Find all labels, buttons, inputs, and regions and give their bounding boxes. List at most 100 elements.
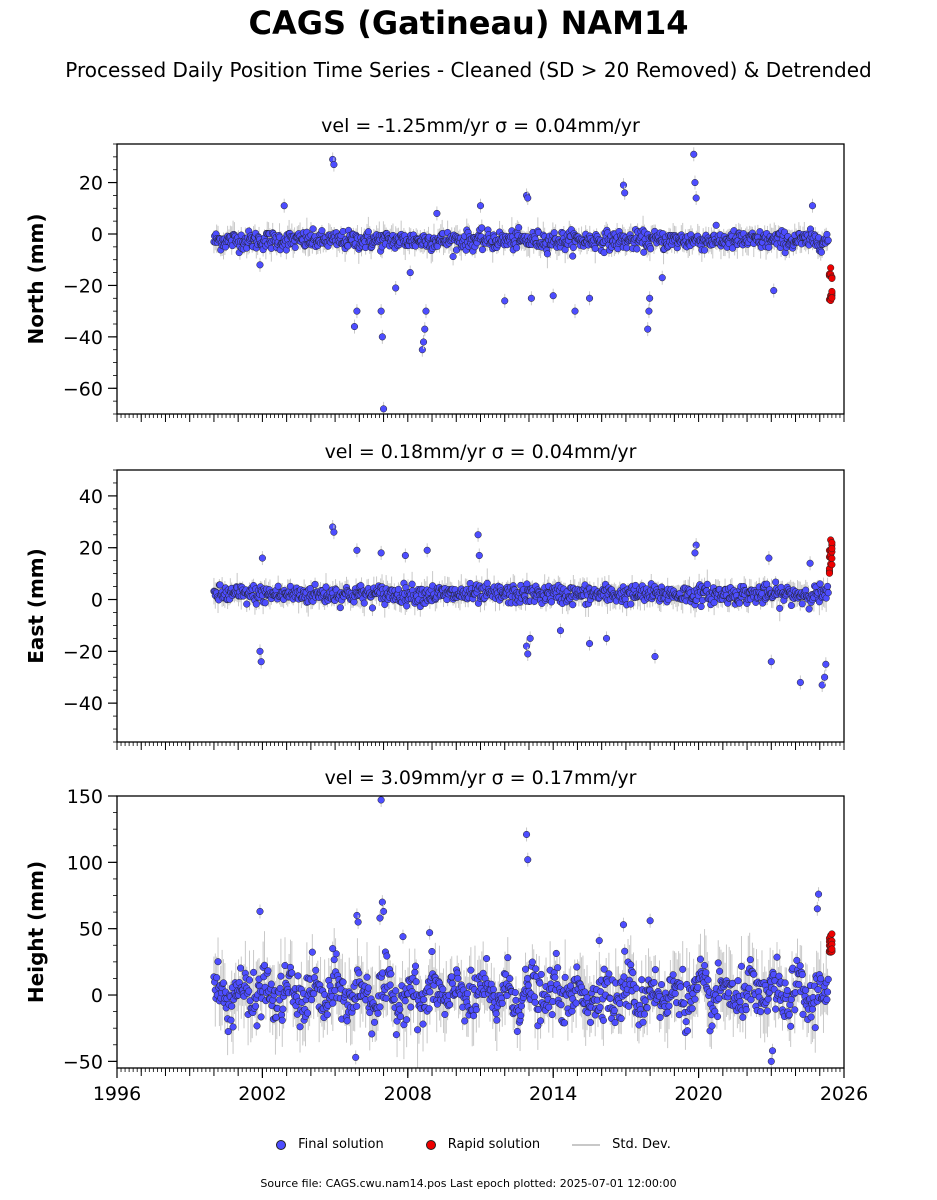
- final-point: [591, 244, 599, 253]
- outlier-point: [646, 294, 654, 302]
- final-point: [569, 252, 577, 260]
- final-point: [697, 603, 705, 611]
- final-point: [512, 996, 520, 1004]
- panel-title: vel = 0.18mm/yr σ = 0.04mm/yr: [325, 441, 637, 463]
- outlier-point: [815, 890, 823, 898]
- final-point: [493, 1016, 501, 1024]
- final-point: [561, 973, 569, 981]
- final-point: [288, 969, 296, 977]
- final-point: [824, 236, 832, 244]
- final-point: [796, 962, 804, 970]
- outlier-point: [353, 307, 361, 315]
- final-point: [772, 578, 780, 586]
- panel-title: vel = -1.25mm/yr σ = 0.04mm/yr: [321, 115, 640, 137]
- final-point: [396, 1013, 405, 1021]
- final-point: [277, 972, 285, 980]
- x-tick-label: 2020: [674, 1083, 722, 1105]
- final-point: [708, 1022, 716, 1030]
- final-point: [679, 965, 687, 973]
- y-tick-label: 40: [79, 486, 103, 508]
- final-point: [381, 600, 389, 608]
- x-tick-label: 2014: [529, 1083, 577, 1105]
- final-point: [701, 246, 709, 254]
- final-point: [716, 967, 724, 975]
- final-point: [664, 1008, 672, 1016]
- final-point: [252, 600, 260, 608]
- outlier-point: [522, 642, 531, 650]
- final-point: [817, 975, 825, 983]
- outlier-point: [474, 531, 482, 539]
- outlier-point: [476, 202, 485, 210]
- outlier-point: [586, 640, 594, 648]
- final-point: [798, 971, 806, 979]
- final-point: [401, 997, 409, 1005]
- final-point: [318, 227, 326, 235]
- final-point: [213, 974, 221, 982]
- final-point: [227, 1016, 235, 1024]
- rapid-point: [828, 539, 836, 547]
- outlier-point: [433, 209, 441, 217]
- outlier-point: [527, 294, 535, 302]
- rapid-point: [828, 561, 836, 569]
- final-point: [370, 1018, 379, 1026]
- final-point: [739, 1013, 747, 1021]
- outlier-point: [692, 194, 700, 202]
- outlier-point: [522, 830, 531, 839]
- outlier-point: [280, 202, 288, 210]
- final-point: [478, 246, 487, 254]
- final-point: [567, 982, 575, 990]
- rapid-point: [827, 264, 835, 272]
- final-point: [787, 601, 795, 610]
- final-point: [503, 991, 511, 1000]
- final-point: [596, 1003, 604, 1011]
- final-point: [403, 1016, 411, 1024]
- outlier-point: [258, 554, 266, 562]
- final-point: [736, 998, 744, 1006]
- final-point: [439, 985, 447, 993]
- final-point: [704, 976, 712, 984]
- final-point: [737, 962, 746, 970]
- final-point: [798, 600, 806, 608]
- outlier-point: [376, 914, 384, 922]
- final-point: [572, 999, 580, 1007]
- y-tick-label: −20: [63, 641, 103, 663]
- final-point: [787, 1022, 795, 1030]
- panel-frame: [116, 795, 845, 1069]
- final-point: [261, 599, 269, 607]
- final-point: [426, 988, 434, 996]
- final-point: [712, 221, 720, 229]
- panel-frame: [116, 143, 845, 415]
- final-point: [823, 995, 831, 1004]
- final-point: [383, 952, 391, 960]
- final-point: [816, 580, 824, 588]
- outlier-point: [770, 287, 778, 295]
- final-point: [643, 1004, 651, 1012]
- rapid-point: [828, 287, 836, 296]
- final-point: [532, 965, 540, 973]
- final-point: [408, 580, 416, 588]
- final-point: [441, 1010, 449, 1019]
- final-point: [470, 1012, 478, 1020]
- final-point: [550, 229, 558, 237]
- final-point: [392, 1031, 400, 1039]
- final-point: [696, 955, 705, 963]
- final-point: [308, 996, 316, 1004]
- outlier-point: [571, 307, 579, 315]
- final-point: [750, 970, 758, 978]
- final-point: [260, 961, 269, 969]
- outlier-point: [692, 541, 700, 549]
- final-point: [245, 976, 254, 984]
- rapid-point: [828, 545, 836, 553]
- plots-canvas: 20 0 −20 −40 −60 vel = -1.25mm/yr σ = 0.04mm/…: [24, 115, 868, 1105]
- outlier-point: [765, 554, 773, 562]
- outlier-point: [354, 918, 362, 926]
- rapid-point: [828, 945, 836, 953]
- final-point: [329, 999, 337, 1007]
- final-point: [536, 979, 544, 987]
- final-point: [656, 1013, 664, 1021]
- final-point: [228, 1002, 236, 1010]
- y-tick-label: −40: [63, 693, 103, 715]
- outlier-point: [378, 333, 386, 341]
- outlier-point: [602, 634, 611, 642]
- final-point: [537, 1017, 545, 1025]
